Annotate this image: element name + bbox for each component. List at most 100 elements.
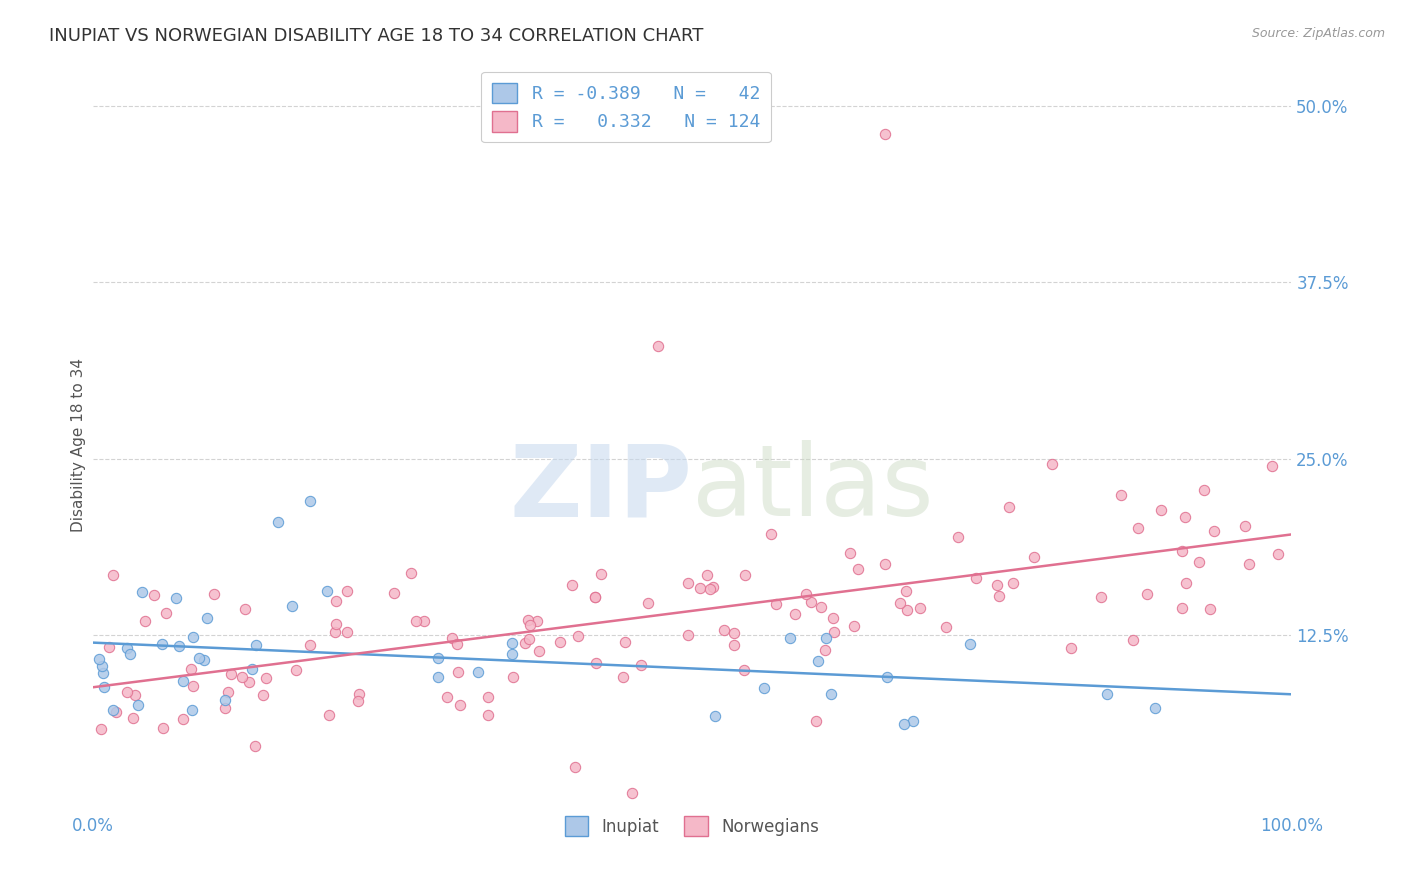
Point xyxy=(612,670,634,684)
Point xyxy=(678,576,700,591)
Point xyxy=(823,625,845,640)
Point xyxy=(723,625,745,640)
Point xyxy=(903,714,925,728)
Point xyxy=(946,531,969,545)
Point xyxy=(1174,510,1197,524)
Point xyxy=(1192,483,1215,497)
Point xyxy=(181,630,204,644)
Point xyxy=(172,712,194,726)
Point xyxy=(335,625,357,640)
Point xyxy=(436,690,458,704)
Point xyxy=(1150,503,1173,517)
Point xyxy=(696,567,718,582)
Point xyxy=(585,657,607,671)
Point xyxy=(676,628,699,642)
Point xyxy=(134,615,156,629)
Point xyxy=(516,613,538,627)
Point xyxy=(703,709,725,723)
Point xyxy=(281,599,304,613)
Point xyxy=(446,638,468,652)
Point xyxy=(245,638,267,652)
Point xyxy=(810,599,832,614)
Point xyxy=(889,596,911,610)
Point xyxy=(347,693,370,707)
Point xyxy=(621,785,644,799)
Point xyxy=(315,583,337,598)
Point xyxy=(217,685,239,699)
Point xyxy=(815,631,838,645)
Point xyxy=(1022,550,1045,565)
Point xyxy=(527,644,550,658)
Point xyxy=(252,689,274,703)
Point xyxy=(820,687,842,701)
Point xyxy=(150,637,173,651)
Point xyxy=(1204,524,1226,538)
Point xyxy=(814,642,837,657)
Legend: Inupiat, Norwegians: Inupiat, Norwegians xyxy=(557,808,827,844)
Point xyxy=(502,670,524,684)
Point xyxy=(214,693,236,707)
Point xyxy=(1174,576,1197,591)
Point xyxy=(702,580,724,594)
Point xyxy=(1143,701,1166,715)
Point xyxy=(699,582,721,596)
Point xyxy=(165,591,187,606)
Point xyxy=(896,584,918,599)
Point xyxy=(893,717,915,731)
Point xyxy=(93,666,115,681)
Point xyxy=(779,631,801,645)
Point xyxy=(188,650,211,665)
Point xyxy=(181,679,204,693)
Point xyxy=(167,639,190,653)
Point xyxy=(405,615,427,629)
Point xyxy=(285,663,308,677)
Point xyxy=(101,568,124,582)
Point xyxy=(876,669,898,683)
Point xyxy=(1095,687,1118,701)
Point xyxy=(325,593,347,607)
Point xyxy=(1171,600,1194,615)
Point xyxy=(873,557,896,571)
Y-axis label: Disability Age 18 to 34: Disability Age 18 to 34 xyxy=(72,358,86,532)
Point xyxy=(172,674,194,689)
Point xyxy=(240,662,263,676)
Point xyxy=(87,652,110,666)
Point xyxy=(214,701,236,715)
Point xyxy=(131,585,153,599)
Point xyxy=(1109,488,1132,502)
Point xyxy=(299,494,322,508)
Point xyxy=(637,596,659,610)
Point xyxy=(583,590,606,604)
Point xyxy=(1171,543,1194,558)
Point xyxy=(839,545,862,559)
Point xyxy=(765,597,787,611)
Point xyxy=(219,666,242,681)
Point xyxy=(124,688,146,702)
Point xyxy=(115,640,138,655)
Point xyxy=(412,614,434,628)
Point xyxy=(1060,641,1083,656)
Point xyxy=(1122,632,1144,647)
Point xyxy=(794,586,817,600)
Point xyxy=(561,577,583,591)
Point xyxy=(821,611,844,625)
Point xyxy=(127,698,149,712)
Point xyxy=(986,577,1008,591)
Point xyxy=(752,681,775,695)
Point xyxy=(800,595,823,609)
Point xyxy=(382,586,405,600)
Point xyxy=(447,665,470,679)
Point xyxy=(1090,591,1112,605)
Point xyxy=(91,659,114,673)
Point xyxy=(93,681,115,695)
Point xyxy=(501,636,523,650)
Point xyxy=(1040,457,1063,471)
Point xyxy=(548,635,571,649)
Point xyxy=(266,516,288,530)
Point xyxy=(467,665,489,679)
Point xyxy=(152,721,174,735)
Point xyxy=(519,617,541,632)
Point xyxy=(896,603,918,617)
Point xyxy=(254,671,277,685)
Point xyxy=(298,638,321,652)
